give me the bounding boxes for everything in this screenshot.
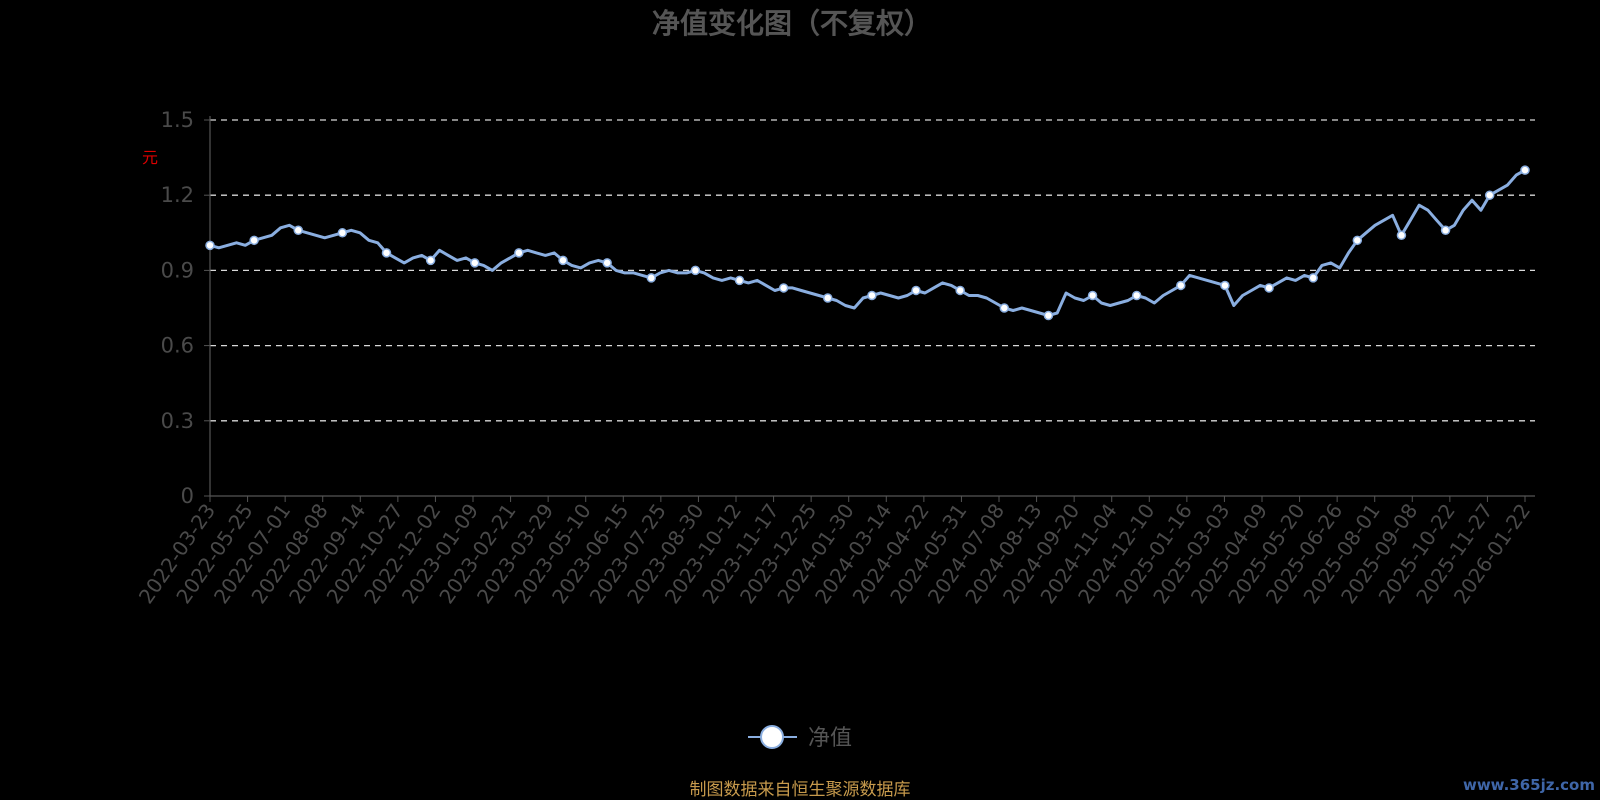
data-point[interactable] xyxy=(1087,290,1098,301)
data-point[interactable] xyxy=(690,265,701,276)
data-point[interactable] xyxy=(867,290,877,301)
watermark: www.365jz.com xyxy=(1463,776,1595,794)
data-point[interactable] xyxy=(1043,310,1054,321)
legend-label: 净值 xyxy=(808,726,852,751)
legend-marker-icon xyxy=(760,725,784,749)
data-point[interactable] xyxy=(337,228,348,238)
data-point[interactable] xyxy=(1520,165,1530,175)
y-tick-label: 1.5 xyxy=(161,108,194,132)
data-source-note: 制图数据来自恒生聚源数据库 xyxy=(690,780,911,800)
legend[interactable]: 净值 xyxy=(748,725,852,751)
data-point[interactable] xyxy=(558,255,568,266)
data-point[interactable] xyxy=(955,285,965,296)
data-point[interactable] xyxy=(778,283,789,293)
data-point[interactable] xyxy=(1176,280,1186,291)
y-tick-label: 1.2 xyxy=(161,183,194,207)
data-point[interactable] xyxy=(1484,190,1495,200)
chart-title: 净值变化图（不复权） xyxy=(652,7,932,40)
data-point[interactable] xyxy=(514,248,524,258)
data-point[interactable] xyxy=(646,273,657,283)
series-line-nav xyxy=(209,168,1526,317)
y-tick-label: 0 xyxy=(181,484,194,508)
data-point[interactable] xyxy=(1396,230,1407,241)
data-point[interactable] xyxy=(823,293,833,303)
axes xyxy=(209,116,1535,497)
y-axis-ticks: 0 0.3 0.6 0.9 1.2 1.5 xyxy=(161,108,210,508)
y-tick-label: 0.6 xyxy=(161,334,194,358)
data-point[interactable] xyxy=(734,275,745,286)
data-point[interactable] xyxy=(1264,283,1274,293)
data-point[interactable] xyxy=(1308,273,1318,283)
data-point[interactable] xyxy=(1352,235,1363,246)
data-point[interactable] xyxy=(293,225,304,236)
data-point[interactable] xyxy=(999,303,1010,313)
series-layer xyxy=(205,165,1530,321)
y-axis-unit-label: 元 xyxy=(142,148,158,167)
data-point[interactable] xyxy=(249,235,259,246)
grid-lines xyxy=(210,119,1535,422)
y-tick-label: 0.3 xyxy=(161,409,194,433)
data-point[interactable] xyxy=(911,285,921,296)
data-point[interactable] xyxy=(602,258,612,268)
y-tick-label: 0.9 xyxy=(161,258,194,282)
data-point[interactable] xyxy=(470,258,480,268)
data-point[interactable] xyxy=(205,240,215,251)
x-axis-ticks: 2022-03-232022-05-252022-07-012022-08-08… xyxy=(134,496,1535,608)
data-point[interactable] xyxy=(1131,290,1142,301)
data-point[interactable] xyxy=(1440,225,1451,236)
data-point[interactable] xyxy=(1220,280,1230,291)
data-point[interactable] xyxy=(381,248,392,258)
data-point[interactable] xyxy=(425,255,436,266)
